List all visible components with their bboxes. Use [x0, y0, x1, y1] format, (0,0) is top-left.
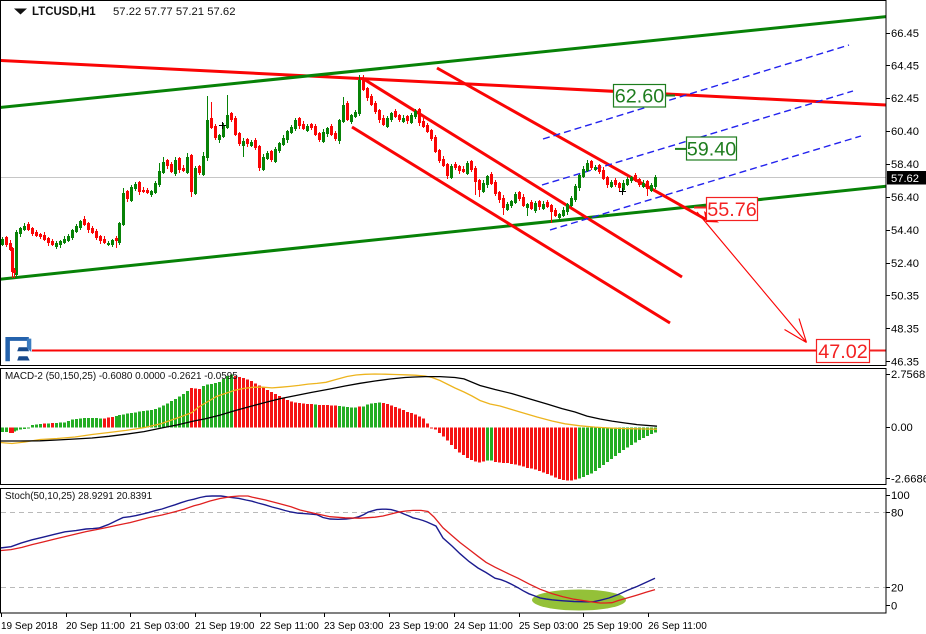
svg-text:23 Sep 03:00: 23 Sep 03:00	[324, 621, 384, 632]
svg-text:56.40: 56.40	[891, 192, 919, 204]
svg-text:0: 0	[891, 601, 897, 613]
svg-text:62.45: 62.45	[891, 93, 919, 105]
svg-text:59.40: 59.40	[687, 138, 737, 160]
svg-text:55.76: 55.76	[707, 199, 757, 221]
svg-text:50.35: 50.35	[891, 291, 919, 303]
svg-text:Stoch(50,10,25) 28.9291 20.839: Stoch(50,10,25) 28.9291 20.8391	[5, 491, 153, 502]
svg-text:MACD-2 (50,150,25) -0.6080 0.0: MACD-2 (50,150,25) -0.6080 0.0000 -0.262…	[5, 371, 238, 382]
svg-text:19 Sep 2018: 19 Sep 2018	[1, 621, 58, 632]
svg-text:25 Sep 03:00: 25 Sep 03:00	[519, 621, 579, 632]
svg-text:100: 100	[891, 490, 910, 502]
svg-text:25 Sep 19:00: 25 Sep 19:00	[583, 621, 643, 632]
svg-text:26 Sep 11:00: 26 Sep 11:00	[648, 621, 707, 632]
svg-text:57.62: 57.62	[891, 173, 919, 185]
svg-text:46.35: 46.35	[891, 357, 919, 369]
svg-text:60.40: 60.40	[891, 126, 919, 138]
svg-text:0.00: 0.00	[891, 422, 913, 434]
svg-text:24 Sep 11:00: 24 Sep 11:00	[454, 621, 513, 632]
svg-text:20 Sep 11:00: 20 Sep 11:00	[66, 621, 125, 632]
svg-text:80: 80	[891, 508, 903, 520]
svg-text:22 Sep 11:00: 22 Sep 11:00	[260, 621, 319, 632]
svg-text:64.45: 64.45	[891, 61, 919, 73]
svg-text:54.40: 54.40	[891, 225, 919, 237]
svg-text:47.02: 47.02	[818, 341, 868, 363]
svg-text:2.7568: 2.7568	[891, 369, 925, 381]
svg-text:21 Sep 19:00: 21 Sep 19:00	[195, 621, 255, 632]
svg-text:57.22 57.77 57.21 57.62: 57.22 57.77 57.21 57.62	[113, 6, 236, 18]
svg-text:20: 20	[891, 583, 903, 595]
svg-text:21 Sep 03:00: 21 Sep 03:00	[130, 621, 190, 632]
svg-text:66.45: 66.45	[891, 28, 919, 40]
svg-text:-2.6686: -2.6686	[891, 474, 926, 486]
svg-text:58.40: 58.40	[891, 159, 919, 171]
svg-text:23 Sep 19:00: 23 Sep 19:00	[389, 621, 449, 632]
svg-text:52.40: 52.40	[891, 258, 919, 270]
svg-text:62.60: 62.60	[615, 86, 665, 108]
svg-text:48.35: 48.35	[891, 324, 919, 336]
svg-text:LTCUSD,H1: LTCUSD,H1	[32, 6, 96, 18]
